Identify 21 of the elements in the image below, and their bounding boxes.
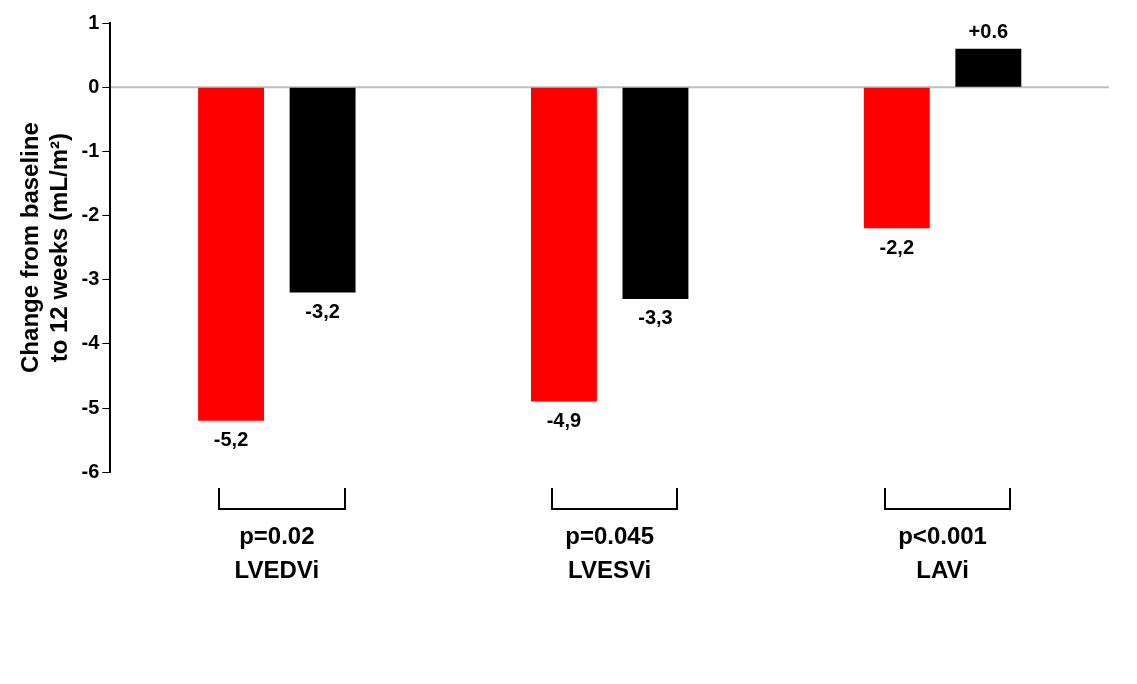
text: p=0.045 [565,521,655,549]
text: p<0.001 [898,521,987,549]
y-tick-label: -6 [81,459,100,482]
x-tick-label: LVEDVi [234,556,320,584]
data-label: -2,2 [879,235,915,258]
x-tick-label: LAVi [916,556,969,584]
x-tick-label: LVESVi [568,556,652,584]
y-tick-label: 1 [88,10,100,33]
y-tick-label: -5 [81,395,100,418]
data-label: -3,2 [305,300,340,323]
y-tick-label: -4 [81,331,101,354]
y-axis-title: Change from baseline to 12 weeks (mL/m²) [16,122,72,373]
y-tick-label: -3 [81,267,100,290]
data-label: -4,9 [546,409,582,432]
data-label: -3,3 [638,306,673,329]
y-tick-label: -1 [81,138,100,161]
y-tick-label: 0 [88,74,100,97]
text: p=0.02 [239,521,315,549]
data-label: +0.6 [968,20,1009,43]
y-tick-label: -2 [81,203,100,226]
data-label: -5,2 [213,428,249,451]
